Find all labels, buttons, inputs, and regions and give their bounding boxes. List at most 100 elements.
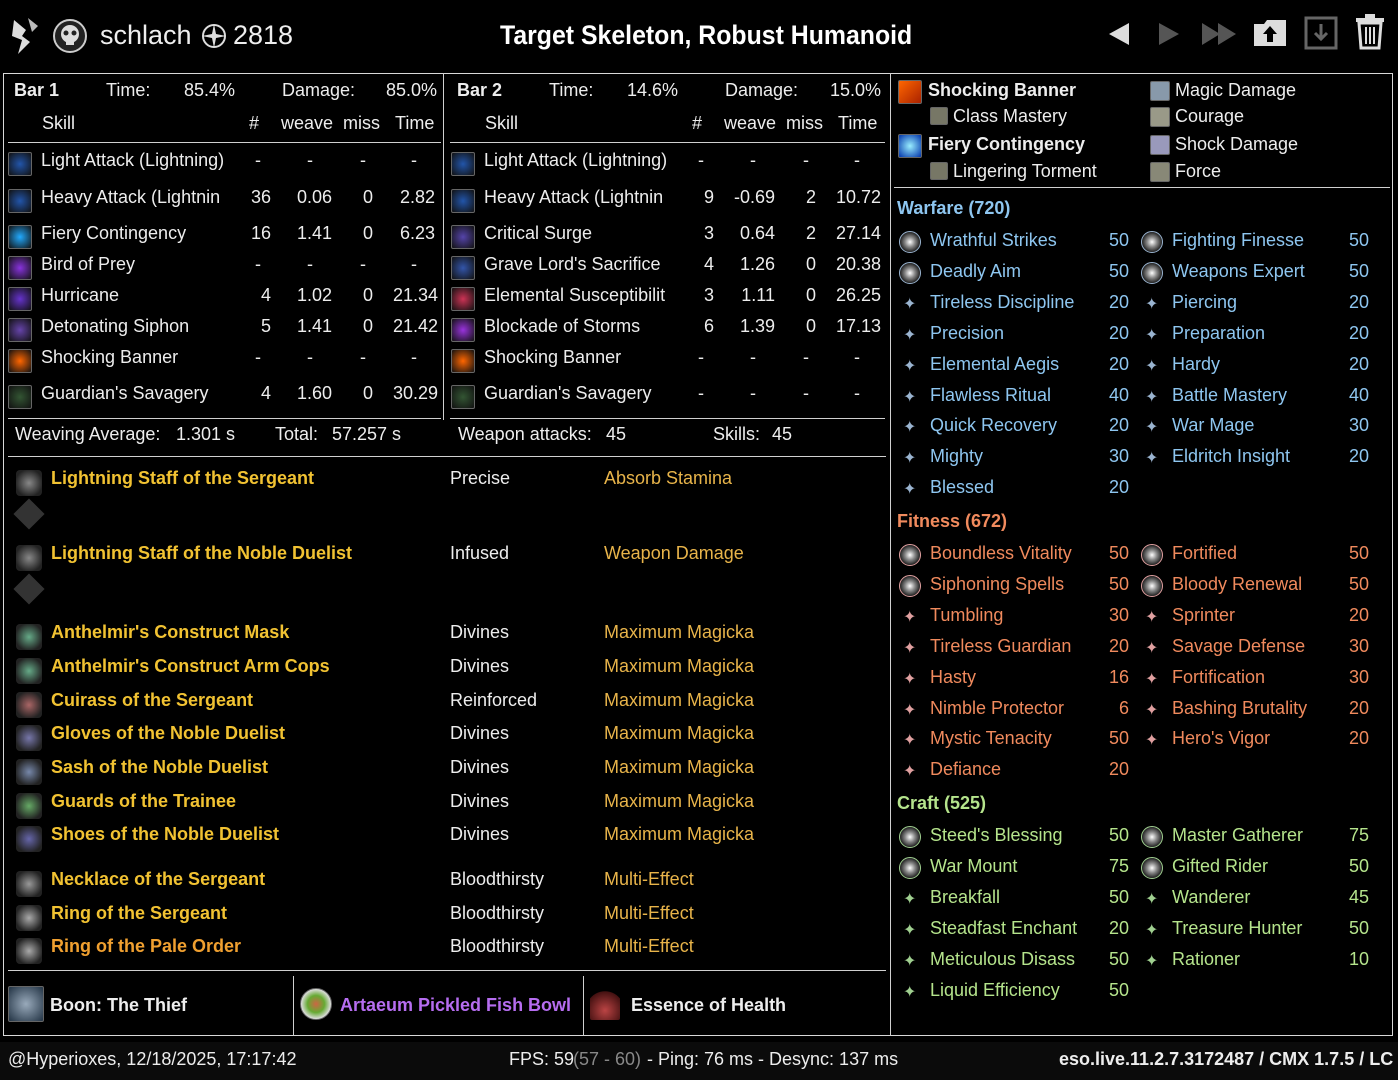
next-button[interactable] bbox=[1155, 20, 1183, 48]
passive-star-icon: ✦ bbox=[903, 419, 917, 437]
cp-star-points: 50 bbox=[1348, 855, 1369, 876]
equipment-name[interactable]: Lightning Staff of the Noble Duelist bbox=[51, 543, 352, 563]
cp-star-name: Steed's Blessing bbox=[930, 825, 1063, 845]
equipment-trait: Divines bbox=[450, 723, 510, 743]
upload-button[interactable] bbox=[1252, 16, 1288, 48]
passive-star-icon: ✦ bbox=[1145, 388, 1159, 406]
cp-star-points: 50 bbox=[1108, 825, 1129, 845]
skill-weave: 1.39 bbox=[739, 316, 775, 336]
cp-star-name: Hasty bbox=[930, 666, 977, 687]
skill-count: 3 bbox=[703, 223, 714, 243]
skill-miss: - bbox=[803, 150, 809, 170]
equipment-name[interactable]: Sash of the Noble Duelist bbox=[51, 757, 269, 777]
potion-icon bbox=[590, 988, 620, 1020]
status-footer: @Hyperioxes, 12/18/2025, 17:17:42 FPS: 5… bbox=[0, 1042, 1398, 1080]
skill-miss: 0 bbox=[362, 187, 373, 207]
cp-star-name: Blessed bbox=[930, 477, 995, 498]
equipment-name[interactable]: Ring of the Sergeant bbox=[51, 903, 228, 923]
cp-star-points: 50 bbox=[1108, 260, 1129, 281]
force-icon bbox=[1150, 162, 1170, 182]
equipment-name[interactable]: Anthelmir's Construct Arm Cops bbox=[51, 656, 330, 676]
cp-star-points: 20 bbox=[1108, 415, 1129, 436]
prev-button[interactable] bbox=[1105, 20, 1133, 48]
skill-icon bbox=[8, 385, 32, 409]
equipment-enchant: Maximum Magicka bbox=[604, 723, 755, 743]
ultimates-bottom-rule bbox=[894, 187, 1390, 188]
cp-star-name: Savage Defense bbox=[1172, 635, 1306, 656]
warfare-heading: Warfare (720) bbox=[897, 198, 1011, 218]
skill-name: Guardian's Savagery bbox=[484, 383, 652, 403]
bar2-time-label: Time: bbox=[549, 80, 594, 100]
skill-miss: 0 bbox=[805, 254, 816, 274]
slotted-star-icon bbox=[1141, 544, 1163, 566]
skill-icon bbox=[8, 225, 32, 249]
cp-star-points: 30 bbox=[1108, 604, 1129, 625]
bar1-header-rule bbox=[8, 142, 441, 143]
bar2-footer-value2: 45 bbox=[772, 424, 793, 444]
last-button[interactable] bbox=[1200, 20, 1240, 48]
skill-time: 21.42 bbox=[393, 316, 439, 336]
passive-star-icon: ✦ bbox=[1145, 608, 1159, 626]
passive-star-icon: ✦ bbox=[903, 701, 917, 719]
skill-name: Elemental Susceptibilit bbox=[484, 285, 666, 305]
equipment-name[interactable]: Necklace of the Sergeant bbox=[51, 869, 266, 889]
equipment-name[interactable]: Lightning Staff of the Sergeant bbox=[51, 468, 314, 488]
cp-star-name: Battle Mastery bbox=[1172, 384, 1288, 405]
equipment-trait: Bloodthirsty bbox=[450, 936, 545, 956]
passive-star-icon: ✦ bbox=[903, 639, 917, 657]
footer-ping: - Ping: 76 ms - Desync: 137 ms bbox=[647, 1049, 899, 1069]
cp-star-name: Tumbling bbox=[930, 604, 1004, 625]
consumable-divider-2 bbox=[583, 976, 584, 1036]
equipment-name[interactable]: Cuirass of the Sergeant bbox=[51, 690, 254, 710]
passive-star-icon: ✦ bbox=[1145, 450, 1159, 468]
bar2-col-skill: Skill bbox=[485, 113, 519, 133]
skill-name: Heavy Attack (Lightnin bbox=[41, 187, 221, 207]
buff-courage: Courage bbox=[1175, 106, 1245, 126]
skill-weave: 1.41 bbox=[296, 316, 332, 336]
equipment-name[interactable]: Gloves of the Noble Duelist bbox=[51, 723, 286, 743]
skill-name: Light Attack (Lightning) bbox=[484, 150, 668, 170]
bar2-damage-label: Damage: bbox=[725, 80, 799, 100]
skill-count: - bbox=[255, 150, 261, 170]
delete-button[interactable] bbox=[1354, 14, 1386, 50]
skill-count: 9 bbox=[703, 187, 714, 207]
cp-star-name: Mystic Tenacity bbox=[930, 728, 1052, 749]
cp-star-points: 20 bbox=[1108, 635, 1129, 656]
cp-star-name: Hero's Vigor bbox=[1172, 728, 1271, 749]
equipment-enchant: Weapon Damage bbox=[604, 543, 744, 563]
equipment-name[interactable]: Shoes of the Noble Duelist bbox=[51, 824, 280, 844]
cp-star-points: 40 bbox=[1108, 384, 1129, 405]
cp-star-points: 50 bbox=[1348, 543, 1369, 563]
skill-count: - bbox=[698, 150, 704, 170]
skill-count: 6 bbox=[703, 316, 714, 336]
skill-count: 4 bbox=[260, 285, 271, 305]
equipment-name[interactable]: Guards of the Trainee bbox=[51, 791, 237, 811]
bar1-footer-label1: Weaving Average: bbox=[15, 424, 161, 444]
skill-miss: 0 bbox=[362, 223, 373, 243]
skill-name: Detonating Siphon bbox=[41, 316, 190, 336]
skill-time: - bbox=[854, 347, 860, 367]
equipment-name[interactable]: Ring of the Pale Order bbox=[51, 936, 242, 956]
ultimate-2-sub: Lingering Torment bbox=[953, 161, 1097, 181]
equipment-name[interactable]: Anthelmir's Construct Mask bbox=[51, 622, 290, 642]
craft-heading: Craft (525) bbox=[897, 793, 987, 813]
bar2-col-count: # bbox=[692, 113, 703, 133]
consumable-divider-1 bbox=[293, 976, 294, 1036]
bar2-footer-label1: Weapon attacks: bbox=[458, 424, 592, 444]
cp-star-points: 20 bbox=[1348, 446, 1369, 467]
cp-star-points: 10 bbox=[1348, 948, 1369, 969]
cp-star-points: 50 bbox=[1108, 728, 1129, 749]
bar2-time: 14.6% bbox=[627, 80, 679, 100]
bar1-damage-label: Damage: bbox=[282, 80, 356, 100]
fiery-contingency-icon bbox=[898, 134, 922, 158]
passive-star-icon: ✦ bbox=[1145, 701, 1159, 719]
cp-star-name: Defiance bbox=[930, 759, 1002, 780]
save-button[interactable] bbox=[1304, 16, 1338, 50]
passive-star-icon: ✦ bbox=[1145, 732, 1159, 750]
bar2-header-rule bbox=[450, 142, 885, 143]
cp-star-points: 50 bbox=[1108, 886, 1129, 907]
equipment-trait: Reinforced bbox=[450, 690, 538, 710]
skill-miss: - bbox=[360, 347, 366, 367]
fitness-heading: Fitness (672) bbox=[897, 511, 1008, 531]
equipment-enchant: Maximum Magicka bbox=[604, 791, 755, 811]
